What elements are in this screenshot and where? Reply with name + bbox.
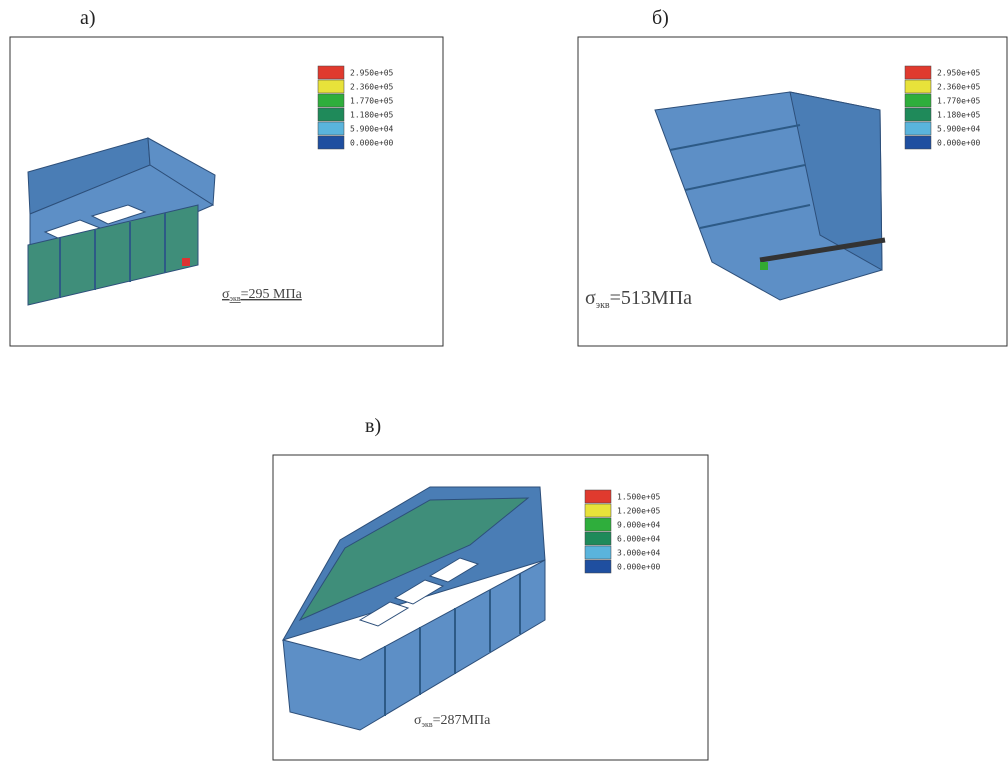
legend-swatch [318,108,344,121]
legend-label: 1.770e+05 [937,97,981,106]
stress-value: =295 МПа [241,287,303,302]
legend-label: 0.000e+00 [617,563,661,572]
legend-label: 5.900e+04 [937,125,981,134]
subscript: экв [596,300,610,311]
panel-label: в) [365,415,381,437]
legend-label: 1.200e+05 [617,507,661,516]
hotspot [182,258,190,266]
legend-label: 2.360e+05 [937,83,981,92]
legend-swatch [585,546,611,559]
legend-swatch [585,504,611,517]
legend-label: 2.950e+05 [937,69,981,78]
legend-swatch [585,532,611,545]
subscript: экв [230,294,241,303]
legend-label: 6.000e+04 [617,535,661,544]
legend-swatch [318,94,344,107]
legend-label: 9.000e+04 [617,521,661,530]
legend-swatch [585,518,611,531]
legend-swatch [905,80,931,93]
legend-swatch [905,108,931,121]
legend-label: 0.000e+00 [350,139,394,148]
legend-swatch [905,122,931,135]
stress-value: =513МПа [610,287,693,309]
legend-swatch [318,122,344,135]
hotspot [760,262,768,270]
legend-swatch [585,560,611,573]
figure: а) б) в) 2.950e+052. [0,0,1008,761]
legend-label: 2.950e+05 [350,69,394,78]
legend-swatch [318,136,344,149]
legend-label: 2.360e+05 [350,83,394,92]
legend-label: 1.500e+05 [617,493,661,502]
legend-swatch [905,66,931,79]
legend-swatch [318,80,344,93]
panel-label: а) [80,7,96,29]
legend-swatch [905,136,931,149]
legend-label: 5.900e+04 [350,125,394,134]
sigma: σ [585,287,596,309]
stress-value: =287МПа [433,713,491,728]
legend-label: 0.000e+00 [937,139,981,148]
legend-label: 1.770e+05 [350,97,394,106]
legend-swatch [905,94,931,107]
legend-swatch [585,490,611,503]
legend-swatch [318,66,344,79]
legend-label: 3.000e+04 [617,549,661,558]
subscript: экв [422,720,433,729]
legend-label: 1.180e+05 [350,111,394,120]
panel-label: б) [652,7,669,29]
legend-label: 1.180e+05 [937,111,981,120]
